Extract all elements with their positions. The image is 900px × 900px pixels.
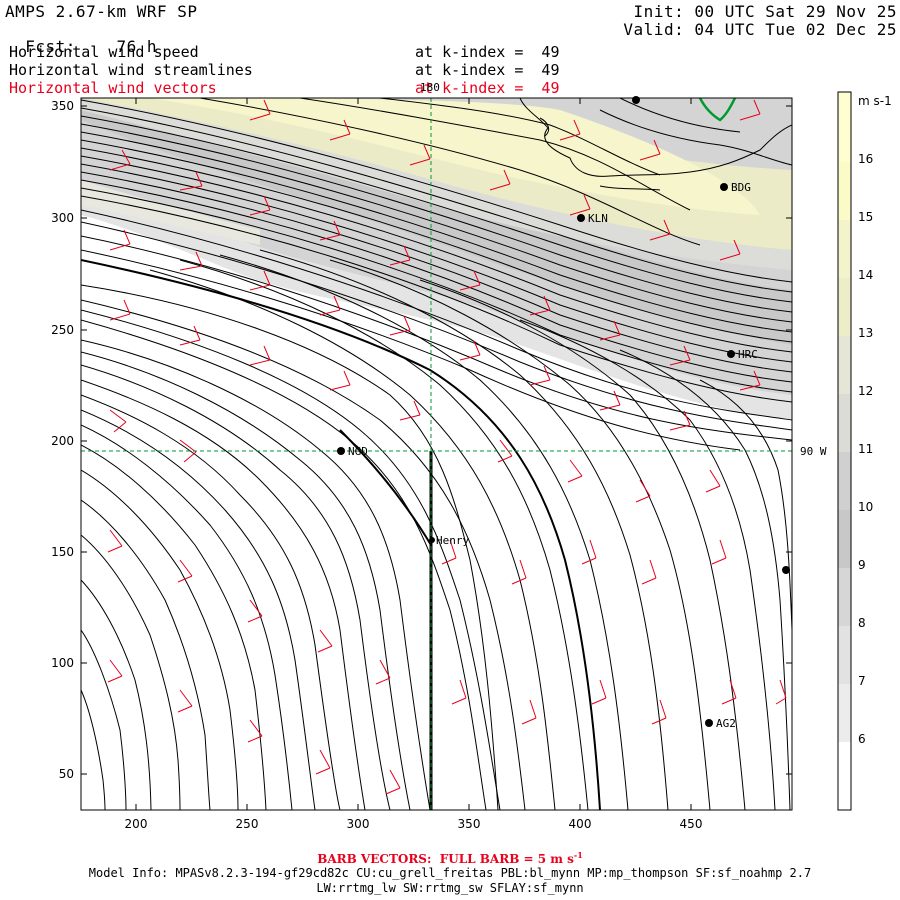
field-level-vectors: at k-index = 49 xyxy=(415,79,560,97)
valid-time: Valid: 04 UTC Tue 02 Dec 25 xyxy=(623,20,897,39)
station-label: Henry xyxy=(436,534,469,547)
forecast-value: 76 h xyxy=(116,37,157,56)
x-tick-label: 350 xyxy=(458,817,481,831)
x-tick-label: 300 xyxy=(347,817,370,831)
parallel-label: 90 W xyxy=(800,445,827,458)
init-time: Init: 00 UTC Sat 29 Nov 25 xyxy=(633,2,897,21)
field-level-streamlines: at k-index = 49 xyxy=(415,61,560,79)
colorbar-label: 8 xyxy=(858,616,866,630)
model-info: Model Info: MPASv8.2.3-194-gf29cd82c CU:… xyxy=(88,866,812,880)
station-marker xyxy=(782,566,790,574)
station-label: HRC xyxy=(738,348,758,361)
model-title: AMPS 2.67-km WRF SP xyxy=(5,2,198,21)
axis-ticks xyxy=(81,98,792,810)
colorbar-label: 9 xyxy=(858,558,866,572)
station-marker xyxy=(577,214,585,222)
station-label: NGD xyxy=(348,445,368,458)
x-axis-labels: 200 250 300 350 400 450 xyxy=(125,817,703,831)
colorbar-label: 12 xyxy=(858,384,873,398)
field-name-vectors: Horizontal wind vectors xyxy=(9,79,217,97)
y-tick-label: 300 xyxy=(51,211,74,225)
colorbar-label: 14 xyxy=(858,268,873,282)
forecast-hour: Fcst: 76 h xyxy=(5,21,157,55)
model-info-line2: LW:rrtmg_lw SW:rrtmg_sw SFLAY:sf_mynn xyxy=(316,881,584,895)
station-label: AG2 xyxy=(716,717,736,730)
x-tick-label: 250 xyxy=(236,817,259,831)
station-marker xyxy=(337,447,345,455)
colorbar-label: 10 xyxy=(858,500,873,514)
colorbar-label: 11 xyxy=(858,442,873,456)
barb-legend: BARB VECTORS: FULL BARB = 5 m s-1 xyxy=(317,850,583,866)
colorbar: m s-1 16 15 14 13 12 11 10 9 8 7 6 xyxy=(837,91,892,811)
x-tick-label: 200 xyxy=(125,817,148,831)
field-name-streamlines: Horizontal wind streamlines xyxy=(9,61,253,79)
field-level-speed: at k-index = 49 xyxy=(415,43,560,61)
y-tick-label: 50 xyxy=(59,767,74,781)
plot-frame xyxy=(80,97,793,811)
colorbar-label: 7 xyxy=(858,674,866,688)
y-tick-label: 150 xyxy=(51,545,74,559)
colorbar-label: 6 xyxy=(858,732,866,746)
colorbar-label: 13 xyxy=(858,326,873,340)
y-axis-labels: 350 300 250 200 150 100 50 xyxy=(51,99,74,781)
y-tick-label: 100 xyxy=(51,656,74,670)
y-tick-label: 350 xyxy=(51,99,74,113)
station-marker xyxy=(727,350,735,358)
x-tick-label: 450 xyxy=(680,817,703,831)
wind-barbs xyxy=(107,99,787,795)
station-label: BDG xyxy=(731,181,751,194)
barb-legend-text: BARB VECTORS: FULL BARB = 5 m s xyxy=(317,852,574,866)
colorbar-unit: m s-1 xyxy=(858,94,892,108)
station-marker xyxy=(429,537,435,543)
colorbar-label: 16 xyxy=(858,152,873,166)
station-marker xyxy=(705,719,713,727)
meridian-label: 180 xyxy=(420,81,440,94)
station-marker xyxy=(720,183,728,191)
coastline xyxy=(519,98,792,191)
station-marker xyxy=(632,96,640,104)
station-label: KLN xyxy=(588,212,608,225)
y-tick-label: 200 xyxy=(51,434,74,448)
y-tick-label: 250 xyxy=(51,323,74,337)
field-name-speed: Horizontal wind speed xyxy=(9,43,199,61)
forecast-label: Fcst: xyxy=(25,37,76,56)
x-tick-label: 400 xyxy=(569,817,592,831)
colorbar-label: 15 xyxy=(858,210,873,224)
stations: BDG KLN HRC NGD Henry AG2 xyxy=(337,96,790,730)
